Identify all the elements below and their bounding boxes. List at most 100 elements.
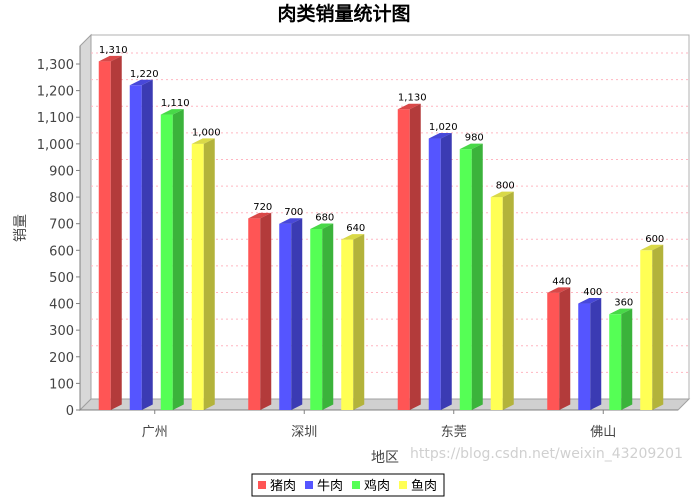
bar xyxy=(129,79,153,411)
bar-front xyxy=(129,85,142,411)
bar-front xyxy=(547,292,560,410)
y-axis-label: 销量 xyxy=(13,214,29,242)
bar-side xyxy=(471,143,483,410)
y-tick-label: 500 xyxy=(49,271,74,286)
legend-swatch xyxy=(305,481,313,489)
bar-side xyxy=(322,223,334,410)
x-tick-label: 佛山 xyxy=(590,425,616,440)
y-tick-label: 0 xyxy=(66,404,74,419)
chart-title: 肉类销量统计图 xyxy=(277,2,410,25)
y-tick-label: 100 xyxy=(49,377,74,392)
legend-label: 猪肉 xyxy=(270,479,296,494)
x-tick-label: 广州 xyxy=(142,425,168,440)
bar-side xyxy=(440,133,452,410)
legend-item: 牛肉 xyxy=(305,479,343,494)
y-tick-label: 900 xyxy=(49,164,74,179)
bar-top xyxy=(640,244,664,251)
legend-swatch xyxy=(399,481,407,489)
data-label: 1,310 xyxy=(99,45,128,56)
y-tick-label: 200 xyxy=(49,351,74,366)
bar-side xyxy=(172,109,184,411)
bar-front xyxy=(397,109,410,410)
bar-side xyxy=(291,218,303,410)
y-tick-label: 1,100 xyxy=(37,111,74,126)
bar-top xyxy=(547,287,571,293)
y-tick-label: 1,000 xyxy=(37,138,74,153)
bar xyxy=(490,191,514,410)
legend-label: 鱼肉 xyxy=(411,478,437,494)
bar-front xyxy=(341,239,354,410)
bar xyxy=(248,212,272,410)
bar xyxy=(279,218,303,410)
bar-top xyxy=(160,109,184,115)
data-label: 440 xyxy=(552,276,571,287)
data-label: 1,000 xyxy=(192,127,221,138)
data-label: 1,220 xyxy=(130,69,159,80)
y-tick-label: 600 xyxy=(49,244,74,259)
bar-top xyxy=(428,133,452,139)
legend-label: 牛肉 xyxy=(317,479,343,494)
bar xyxy=(578,298,602,410)
bar-top xyxy=(129,79,153,86)
legend-item: 鸡肉 xyxy=(352,478,390,494)
bar-top xyxy=(191,138,215,144)
plot-left-wall xyxy=(79,33,92,412)
bar-front xyxy=(490,197,503,410)
legend: 猪肉 牛肉 鸡肉 鱼肉 xyxy=(251,473,445,497)
bar-top xyxy=(578,298,602,304)
data-label: 700 xyxy=(284,207,303,218)
bar xyxy=(640,244,664,410)
bar-top xyxy=(279,218,303,224)
y-tick-label: 700 xyxy=(49,218,74,233)
bar-front xyxy=(248,218,261,410)
legend-item: 猪肉 xyxy=(258,479,296,494)
bar xyxy=(428,133,452,410)
x-tick-label: 东莞 xyxy=(441,425,467,440)
bar xyxy=(547,287,571,410)
bar xyxy=(341,234,365,410)
x-axis-label: 地区 xyxy=(371,450,399,466)
bar-front xyxy=(98,61,111,410)
bar-front xyxy=(428,138,441,410)
bar-top xyxy=(98,55,122,62)
bar-side xyxy=(409,103,421,410)
legend-swatch xyxy=(258,481,266,489)
bar xyxy=(310,223,334,410)
bar-side xyxy=(502,191,514,410)
bar-front xyxy=(160,114,173,411)
y-tick-label: 800 xyxy=(49,191,74,206)
data-label: 720 xyxy=(253,202,272,213)
bar-top xyxy=(609,308,633,315)
y-tick-label: 1,200 xyxy=(37,85,74,100)
bar-top xyxy=(310,223,334,230)
bar-front xyxy=(609,314,622,410)
bar xyxy=(98,55,122,410)
bar-front xyxy=(279,223,292,410)
bar-side xyxy=(652,244,664,410)
bar-top xyxy=(341,234,365,240)
bar-side xyxy=(621,308,633,410)
legend-swatch xyxy=(352,481,360,489)
legend-item: 鱼肉 xyxy=(399,478,437,494)
bar-top xyxy=(459,143,483,150)
bar-top xyxy=(397,103,421,110)
data-label: 680 xyxy=(315,213,334,224)
bar-side xyxy=(141,79,153,411)
y-tick-label: 300 xyxy=(49,324,74,339)
bar xyxy=(609,308,633,410)
bar-side xyxy=(260,212,272,410)
bar-side xyxy=(590,298,602,410)
bar-side xyxy=(559,287,571,410)
bar-front xyxy=(640,250,653,410)
data-label: 600 xyxy=(645,234,664,245)
bar-front xyxy=(459,149,472,410)
data-label: 1,020 xyxy=(429,122,458,133)
legend-box xyxy=(251,473,445,497)
bar-side xyxy=(203,138,215,410)
bar-front xyxy=(310,229,323,410)
data-label: 640 xyxy=(346,223,365,234)
data-label: 1,110 xyxy=(161,98,190,109)
bar-side xyxy=(353,234,365,410)
bar-side xyxy=(110,55,122,410)
